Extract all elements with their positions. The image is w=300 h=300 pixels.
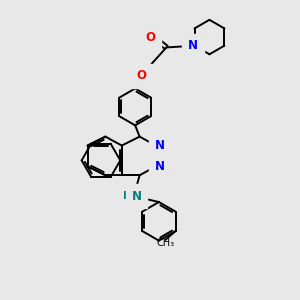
Text: N: N — [154, 139, 164, 152]
Text: N: N — [132, 190, 142, 202]
Text: CH₃: CH₃ — [156, 238, 174, 248]
Text: N: N — [154, 160, 164, 173]
Text: N: N — [188, 39, 198, 52]
Text: H: H — [123, 191, 132, 201]
Text: O: O — [146, 31, 156, 44]
Text: O: O — [136, 69, 146, 82]
